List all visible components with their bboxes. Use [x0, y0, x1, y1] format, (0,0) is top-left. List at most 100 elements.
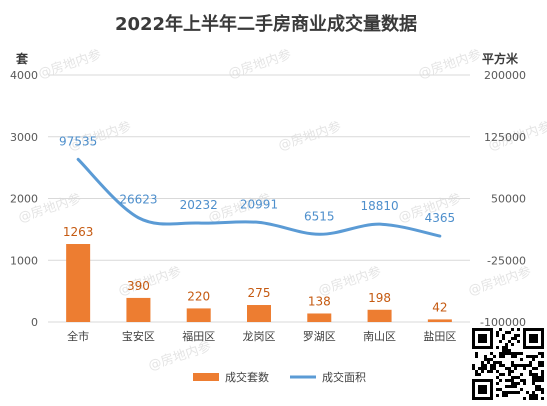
qr-module	[541, 373, 544, 376]
category-label: 全市	[67, 329, 89, 343]
qr-module	[514, 364, 517, 367]
qr-module	[526, 391, 529, 394]
qr-module	[472, 364, 475, 367]
qr-module	[505, 346, 508, 349]
qr-module	[517, 352, 520, 355]
qr-finder-core	[478, 334, 487, 343]
qr-module	[523, 367, 526, 370]
qr-module	[487, 361, 490, 364]
qr-module	[511, 355, 514, 358]
bar	[126, 297, 151, 322]
qr-module	[508, 340, 511, 343]
qr-module	[523, 364, 526, 367]
qr-module	[508, 379, 511, 382]
bar-value-label: 198	[368, 291, 391, 305]
qr-module	[541, 379, 544, 382]
qr-module	[538, 376, 541, 379]
qr-module	[505, 379, 508, 382]
qr-module	[541, 361, 544, 364]
qr-module	[538, 352, 541, 355]
qr-module	[541, 370, 544, 373]
qr-module	[532, 391, 535, 394]
qr-module	[526, 355, 529, 358]
qr-module	[475, 355, 478, 358]
qr-module	[496, 331, 499, 334]
right-tick-label: 50000	[491, 193, 526, 206]
qr-module	[535, 388, 538, 391]
right-tick-label: 200000	[484, 69, 526, 82]
qr-module	[490, 370, 493, 373]
qr-module	[508, 373, 511, 376]
qr-module	[541, 397, 544, 400]
qr-module	[487, 370, 490, 373]
bar-value-label: 275	[248, 286, 271, 300]
qr-module	[535, 385, 538, 388]
qr-module	[505, 349, 508, 352]
qr-module	[541, 355, 544, 358]
qr-module	[496, 394, 499, 397]
qr-module	[529, 355, 532, 358]
qr-module	[475, 352, 478, 355]
qr-module	[502, 337, 505, 340]
qr-module	[532, 367, 535, 370]
qr-module	[514, 376, 517, 379]
qr-module	[529, 361, 532, 364]
bar	[307, 313, 332, 322]
qr-module	[541, 364, 544, 367]
qr-module	[496, 376, 499, 379]
qr-module	[520, 388, 523, 391]
qr-module	[532, 358, 535, 361]
qr-module	[517, 376, 520, 379]
qr-module	[529, 373, 532, 376]
qr-module	[532, 373, 535, 376]
watermark-text: @房地内参	[466, 263, 533, 298]
qr-module	[505, 385, 508, 388]
left-axis-unit: 套	[15, 51, 29, 66]
qr-module	[496, 361, 499, 364]
qr-module	[505, 391, 508, 394]
qr-module	[514, 391, 517, 394]
left-axis-ticks: 0 1000 2000 3000 4000	[10, 69, 38, 329]
line-value-label: 97535	[59, 134, 97, 148]
qr-module	[517, 328, 520, 331]
qr-module	[529, 397, 532, 400]
qr-module	[481, 367, 484, 370]
qr-module	[535, 367, 538, 370]
watermark-text: @房地内参	[146, 338, 213, 373]
qr-module	[514, 382, 517, 385]
left-tick-label: 2000	[10, 193, 38, 206]
right-tick-label: -100000	[480, 316, 526, 329]
qr-module	[499, 379, 502, 382]
qr-module	[541, 376, 544, 379]
bar	[367, 309, 392, 322]
qr-module	[532, 394, 535, 397]
qr-module	[532, 382, 535, 385]
qr-module	[529, 394, 532, 397]
line-value-label: 20991	[240, 197, 278, 211]
qr-module	[508, 385, 511, 388]
watermark-text: @房地内参	[36, 46, 103, 81]
qr-module	[493, 355, 496, 358]
qr-module	[481, 361, 484, 364]
bar	[427, 319, 452, 322]
qr-module	[502, 355, 505, 358]
qr-module	[502, 391, 505, 394]
qr-module	[481, 364, 484, 367]
qr-module	[490, 364, 493, 367]
qr-module	[532, 397, 535, 400]
right-axis-ticks: -100000 -25000 50000 125000 200000	[480, 69, 526, 329]
qr-module	[484, 355, 487, 358]
qr-module	[499, 352, 502, 355]
bar	[66, 244, 91, 322]
qr-module	[535, 373, 538, 376]
category-label: 南山区	[363, 330, 396, 343]
qr-module	[538, 385, 541, 388]
line-series: 97535 26623 20232 20991 6515 18810 4365	[59, 134, 455, 238]
qr-module	[511, 382, 514, 385]
qr-finder-core	[478, 385, 487, 394]
line-value-label: 20232	[180, 198, 218, 212]
qr-module	[487, 358, 490, 361]
qr-module	[541, 352, 544, 355]
qr-module	[511, 337, 514, 340]
qr-module	[541, 388, 544, 391]
